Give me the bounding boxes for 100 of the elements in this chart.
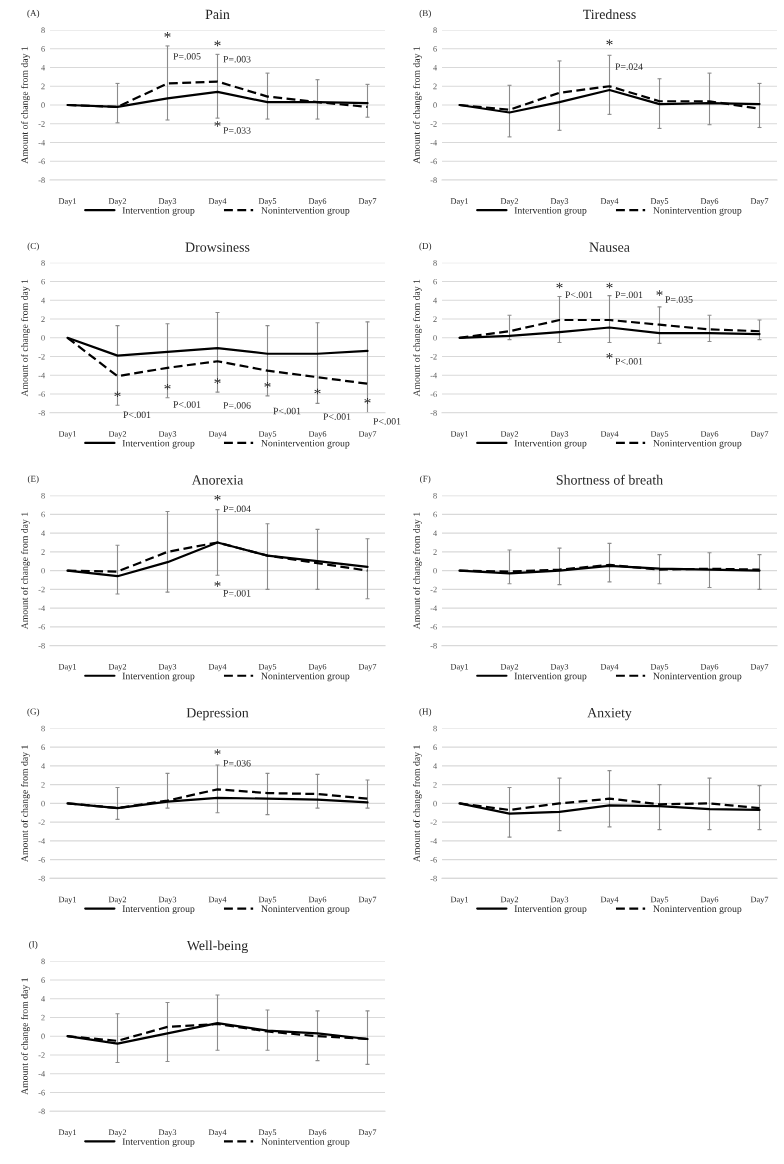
x-tick-label: Day5 — [650, 431, 669, 439]
legend-label: Intervention group — [514, 905, 587, 915]
y-tick-label: -8 — [430, 410, 437, 416]
legend-label: Nonintervention group — [261, 1138, 350, 1147]
x-tick-label: Day2 — [108, 896, 127, 905]
x-tick-label: Day1 — [450, 896, 469, 905]
y-tick-label: 0 — [433, 335, 437, 341]
y-tick-label: 8 — [433, 725, 437, 732]
chart-title: Well-being — [186, 940, 248, 954]
legend-label: Intervention group — [122, 207, 195, 216]
y-tick-label: 2 — [41, 1014, 45, 1021]
legend-label: Nonintervention group — [261, 207, 350, 216]
annotation: P=.036 — [223, 759, 251, 767]
annotation: P<.001 — [123, 411, 151, 419]
x-tick-label: Day1 — [58, 1129, 77, 1137]
annotation: * — [656, 290, 663, 296]
x-tick-label: Day4 — [208, 663, 227, 672]
annotation: P=.001 — [615, 291, 643, 299]
y-tick-label: -6 — [430, 624, 437, 630]
annotation: P<.001 — [173, 401, 201, 408]
x-tick-label: Day5 — [258, 198, 277, 206]
y-tick-label: -2 — [38, 819, 45, 826]
chart-subtitle: (C) — [27, 242, 39, 251]
x-tick-label: Day1 — [58, 198, 77, 206]
annotation: * — [214, 40, 221, 47]
annotation: P<.001 — [565, 291, 593, 299]
annotation: * — [364, 398, 371, 404]
x-tick-label: Day2 — [108, 431, 127, 439]
y-tick-label: 4 — [41, 763, 46, 769]
y-tick-label: -4 — [38, 372, 46, 379]
y-tick-label: -2 — [430, 353, 437, 360]
annotation: P=.006 — [223, 402, 251, 409]
annotation: * — [164, 32, 171, 38]
y-tick-label: -2 — [38, 1052, 45, 1058]
y-tick-label: 4 — [41, 530, 46, 536]
y-tick-label: -8 — [38, 1108, 45, 1115]
x-tick-label: Day6 — [308, 896, 327, 905]
y-axis-title: Amount of change from day 1 — [20, 745, 30, 863]
x-tick-label: Day2 — [108, 663, 127, 672]
y-tick-label: -2 — [38, 353, 45, 360]
x-tick-label: Day5 — [650, 663, 669, 672]
annotation: * — [314, 388, 321, 395]
y-tick-label: -2 — [38, 586, 45, 593]
y-tick-label: 8 — [41, 260, 45, 266]
y-tick-label: -6 — [430, 857, 437, 863]
chart-subtitle: (G) — [27, 708, 40, 717]
x-tick-label: Day7 — [750, 198, 769, 206]
x-tick-label: Day2 — [500, 663, 519, 672]
chart-subtitle: (B) — [419, 9, 431, 18]
y-axis-title: Amount of change from day 1 — [20, 46, 30, 164]
annotation: * — [606, 282, 613, 289]
annotation: * — [214, 378, 221, 384]
legend-label: Intervention group — [122, 672, 195, 682]
y-tick-label: -4 — [430, 139, 438, 146]
x-tick-label: Day7 — [358, 431, 377, 439]
y-tick-label: 0 — [433, 567, 437, 574]
x-tick-label: Day6 — [700, 896, 719, 905]
y-tick-label: 2 — [433, 549, 437, 555]
chart-title: Tiredness — [583, 9, 636, 20]
legend-label: Intervention group — [122, 905, 195, 915]
x-tick-label: Day4 — [208, 198, 227, 206]
y-axis-title: Amount of change from day 1 — [20, 512, 30, 630]
annotation: * — [214, 121, 221, 127]
y-tick-label: -6 — [430, 158, 437, 165]
y-tick-label: 0 — [41, 567, 45, 574]
legend-label: Intervention group — [514, 207, 587, 216]
x-tick-label: Day5 — [650, 896, 669, 905]
y-tick-label: -4 — [430, 605, 438, 611]
y-tick-label: -4 — [38, 605, 46, 611]
legend-label: Intervention group — [514, 672, 587, 682]
y-tick-label: 6 — [41, 46, 45, 52]
legend-label: Nonintervention group — [653, 207, 742, 216]
x-tick-label: Day2 — [500, 198, 519, 206]
y-tick-label: -8 — [38, 642, 45, 649]
y-tick-label: 2 — [41, 316, 45, 322]
y-tick-label: -2 — [430, 121, 437, 127]
x-tick-label: Day6 — [700, 431, 719, 439]
y-tick-label: 6 — [433, 46, 437, 52]
y-axis-title: Amount of change from day 1 — [412, 279, 422, 397]
annotation: P=.003 — [223, 55, 251, 63]
legend-label: Intervention group — [122, 439, 195, 449]
y-tick-label: 2 — [433, 316, 437, 322]
y-tick-label: -6 — [38, 158, 45, 165]
x-tick-label: Day4 — [600, 198, 619, 206]
y-tick-label: 8 — [41, 958, 45, 965]
y-tick-label: 6 — [433, 744, 437, 751]
x-tick-label: Day4 — [208, 896, 227, 905]
annotation: * — [114, 391, 121, 398]
legend-label: Nonintervention group — [653, 439, 742, 449]
annotation: P=.035 — [665, 296, 693, 303]
y-tick-label: 2 — [41, 549, 45, 555]
x-tick-label: Day2 — [108, 1129, 127, 1137]
y-tick-label: 4 — [433, 763, 438, 769]
y-tick-label: -2 — [430, 819, 437, 826]
x-tick-label: Day5 — [258, 431, 277, 439]
x-tick-label: Day6 — [308, 663, 327, 672]
x-tick-label: Day7 — [358, 1129, 377, 1137]
y-tick-label: 4 — [41, 996, 46, 1002]
y-tick-label: -8 — [38, 410, 45, 416]
y-tick-label: 4 — [433, 297, 438, 304]
